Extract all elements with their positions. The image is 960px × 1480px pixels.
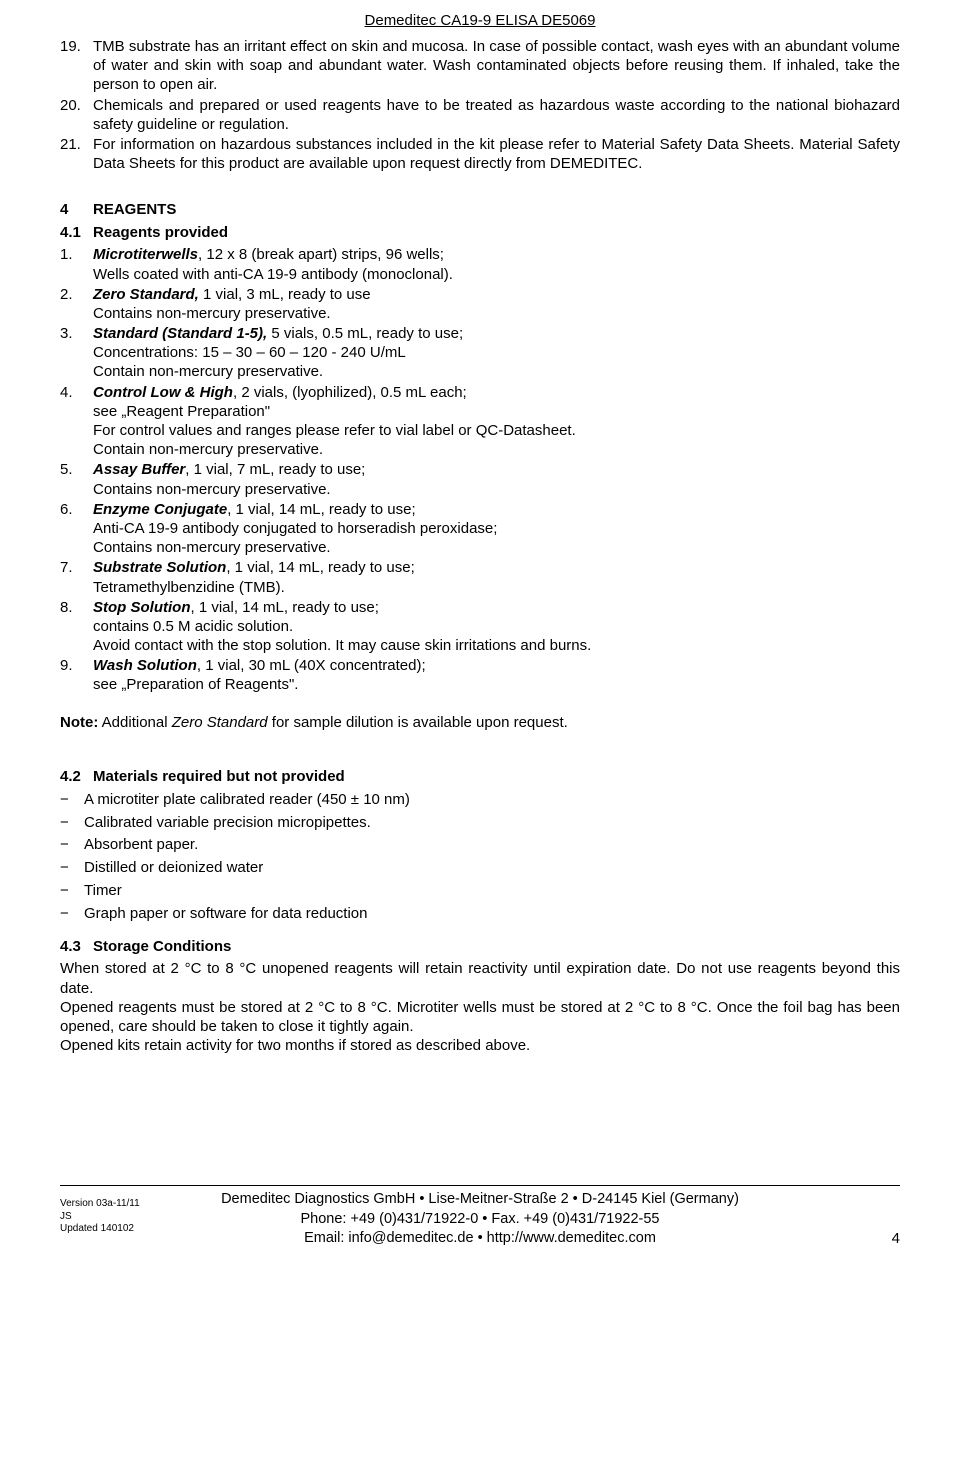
item-text: Microtiterwells, 12 x 8 (break apart) st… <box>93 245 900 283</box>
reagent-name: Microtiterwells <box>93 246 198 263</box>
item-text: Wash Solution, 1 vial, 30 mL (40X concen… <box>93 656 900 694</box>
list-item: 1.Microtiterwells, 12 x 8 (break apart) … <box>60 245 900 283</box>
subsection-number: 4.2 <box>60 768 93 785</box>
list-item: 19.TMB substrate has an irritant effect … <box>60 37 900 95</box>
item-number: 6. <box>60 500 93 519</box>
list-item: 3.Standard (Standard 1-5), 5 vials, 0.5 … <box>60 324 900 382</box>
item-number: 8. <box>60 598 93 617</box>
page-number: 4 <box>892 1229 900 1249</box>
item-text: Calibrated variable precision micropipet… <box>84 812 371 834</box>
reagent-name: Substrate Solution <box>93 559 226 576</box>
version-line-2: JS <box>60 1211 140 1224</box>
reagent-name: Zero Standard, <box>93 286 199 303</box>
item-number: 20. <box>60 96 93 115</box>
dash-icon: − <box>60 857 84 879</box>
materials-list: −A microtiter plate calibrated reader (4… <box>60 789 900 925</box>
item-text: A microtiter plate calibrated reader (45… <box>84 789 410 811</box>
section-4-2-heading: 4.2 Materials required but not provided <box>60 768 900 785</box>
item-text: Stop Solution, 1 vial, 14 mL, ready to u… <box>93 598 900 656</box>
reagent-name: Standard (Standard 1-5), <box>93 325 267 342</box>
note-paragraph: Note: Additional Zero Standard for sampl… <box>60 713 900 732</box>
item-text: Enzyme Conjugate, 1 vial, 14 mL, ready t… <box>93 500 900 558</box>
footer-address: Demeditec Diagnostics GmbH • Lise-Meitne… <box>60 1190 900 1210</box>
list-item: 5.Assay Buffer, 1 vial, 7 mL, ready to u… <box>60 460 900 498</box>
item-text: Assay Buffer, 1 vial, 7 mL, ready to use… <box>93 460 900 498</box>
section-4-1-heading: 4.1 Reagents provided <box>60 224 900 241</box>
subsection-title: Reagents provided <box>93 224 228 241</box>
subsection-number: 4.3 <box>60 938 93 955</box>
reagent-name: Assay Buffer <box>93 461 185 478</box>
storage-paragraphs: When stored at 2 °C to 8 °C unopened rea… <box>60 959 900 1055</box>
item-text: Absorbent paper. <box>84 834 198 856</box>
storage-paragraph: Opened kits retain activity for two mont… <box>60 1036 900 1055</box>
item-text: Graph paper or software for data reducti… <box>84 903 368 925</box>
item-text: Substrate Solution, 1 vial, 14 mL, ready… <box>93 558 900 596</box>
list-item: 4.Control Low & High, 2 vials, (lyophili… <box>60 383 900 460</box>
list-item: 2.Zero Standard, 1 vial, 3 mL, ready to … <box>60 285 900 323</box>
note-italic: Zero Standard <box>172 714 268 731</box>
doc-header: Demeditec CA19-9 ELISA DE5069 <box>60 10 900 29</box>
item-number: 9. <box>60 656 93 675</box>
item-number: 7. <box>60 558 93 577</box>
note-end: for sample dilution is available upon re… <box>268 714 568 731</box>
list-item: −Distilled or deionized water <box>60 857 900 879</box>
item-number: 21. <box>60 135 93 154</box>
safety-continued-list: 19.TMB substrate has an irritant effect … <box>60 37 900 173</box>
item-number: 2. <box>60 285 93 304</box>
item-text: TMB substrate has an irritant effect on … <box>93 37 900 95</box>
list-item: −Calibrated variable precision micropipe… <box>60 812 900 834</box>
item-text: Distilled or deionized water <box>84 857 263 879</box>
dash-icon: − <box>60 903 84 925</box>
section-number: 4 <box>60 201 93 218</box>
item-number: 1. <box>60 245 93 264</box>
section-4-3-heading: 4.3 Storage Conditions <box>60 938 900 955</box>
note-mid: Additional <box>98 714 171 731</box>
list-item: 8.Stop Solution, 1 vial, 14 mL, ready to… <box>60 598 900 656</box>
version-line-1: Version 03a-11/11 <box>60 1198 140 1211</box>
subsection-number: 4.1 <box>60 224 93 241</box>
list-item: −Graph paper or software for data reduct… <box>60 903 900 925</box>
item-text: Control Low & High, 2 vials, (lyophilize… <box>93 383 900 460</box>
item-number: 19. <box>60 37 93 56</box>
list-item: 20.Chemicals and prepared or used reagen… <box>60 96 900 134</box>
list-item: −Absorbent paper. <box>60 834 900 856</box>
note-label: Note: <box>60 714 98 731</box>
subsection-title: Storage Conditions <box>93 938 231 955</box>
item-number: 4. <box>60 383 93 402</box>
section-title: REAGENTS <box>93 201 176 218</box>
list-item: 21.For information on hazardous substanc… <box>60 135 900 173</box>
item-number: 3. <box>60 324 93 343</box>
section-4-heading: 4 REAGENTS <box>60 201 900 218</box>
dash-icon: − <box>60 880 84 902</box>
reagent-name: Stop Solution <box>93 599 190 616</box>
dash-icon: − <box>60 834 84 856</box>
page-footer: Version 03a-11/11 JS Updated 140102 Deme… <box>60 1185 900 1249</box>
version-line-3: Updated 140102 <box>60 1223 140 1236</box>
reagent-name: Control Low & High <box>93 384 233 401</box>
item-number: 5. <box>60 460 93 479</box>
subsection-title: Materials required but not provided <box>93 768 345 785</box>
list-item: −Timer <box>60 880 900 902</box>
item-text: Zero Standard, 1 vial, 3 mL, ready to us… <box>93 285 900 323</box>
storage-paragraph: Opened reagents must be stored at 2 °C t… <box>60 998 900 1036</box>
footer-email: Email: info@demeditec.de • http://www.de… <box>60 1229 900 1249</box>
list-item: −A microtiter plate calibrated reader (4… <box>60 789 900 811</box>
storage-paragraph: When stored at 2 °C to 8 °C unopened rea… <box>60 959 900 997</box>
item-text: Chemicals and prepared or used reagents … <box>93 96 900 134</box>
list-item: 7.Substrate Solution, 1 vial, 14 mL, rea… <box>60 558 900 596</box>
reagents-list: 1.Microtiterwells, 12 x 8 (break apart) … <box>60 245 900 694</box>
item-text: Standard (Standard 1-5), 5 vials, 0.5 mL… <box>93 324 900 382</box>
footer-phone: Phone: +49 (0)431/71922-0 • Fax. +49 (0)… <box>60 1210 900 1230</box>
item-text: Timer <box>84 880 122 902</box>
reagent-name: Wash Solution <box>93 657 197 674</box>
item-text: For information on hazardous substances … <box>93 135 900 173</box>
dash-icon: − <box>60 812 84 834</box>
reagent-name: Enzyme Conjugate <box>93 501 227 518</box>
list-item: 6.Enzyme Conjugate, 1 vial, 14 mL, ready… <box>60 500 900 558</box>
dash-icon: − <box>60 789 84 811</box>
list-item: 9.Wash Solution, 1 vial, 30 mL (40X conc… <box>60 656 900 694</box>
